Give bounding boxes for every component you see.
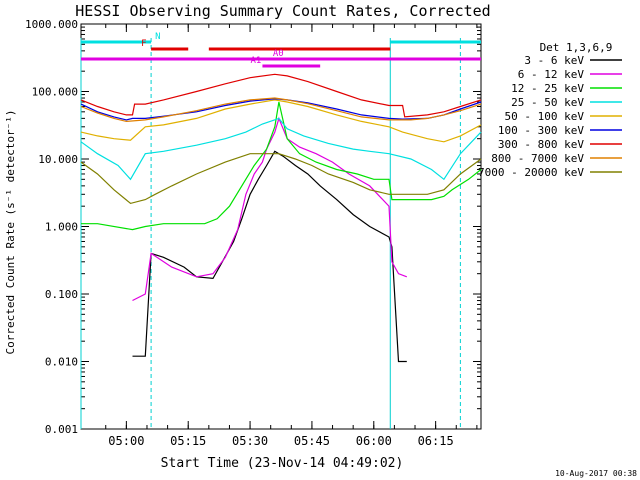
chart-title: HESSI Observing Summary Count Rates, Cor… [75,2,490,20]
legend-label: 25 - 50 keV [511,96,584,109]
flag-label-a1: A1 [250,56,261,66]
x-tick-label: 05:45 [294,434,330,448]
legend-label: 50 - 100 keV [505,110,585,123]
y-tick-label: 1.000 [45,221,78,234]
y-tick-label: 10.000 [38,153,78,166]
y-tick-label: 0.010 [45,356,78,369]
y-tick-label: 100.000 [32,86,78,99]
plot-area: 1000.000 100.000 10.000 1.000 0.100 0.010 0.00… [25,18,482,448]
legend-label: 3 - 6 keV [524,54,584,67]
flag-label-f: F [141,39,146,49]
legend-label: 100 - 300 keV [498,124,584,137]
footer-timestamp: 10-Aug-2017 00:38 [555,469,637,478]
series-line-8 [80,153,482,205]
x-tick-label: 06:15 [418,434,454,448]
legend-label: 7000 - 20000 keV [478,166,584,179]
series-line-2 [81,101,482,231]
legend-label: 12 - 25 keV [511,82,584,95]
y-tick-label: 1000.000 [25,18,78,31]
x-tick-label: 05:15 [170,434,206,448]
series-line-3 [80,117,482,181]
legend-label: 6 - 12 keV [518,68,585,81]
legend-label: 300 - 800 keV [498,138,584,151]
x-tick-label: 05:00 [108,434,144,448]
flag-label-n: N [155,32,160,42]
x-axis-label: Start Time (23-Nov-14 04:49:02) [161,456,404,471]
series-line-1 [132,116,408,302]
series-line-7 [80,97,482,123]
legend-label: 800 - 7000 keV [491,152,584,165]
plot-frame [80,23,482,430]
legend-title: Det 1,3,6,9 [540,41,613,54]
y-tick-label: 0.001 [45,423,78,436]
flag-label-a0: A0 [273,49,284,59]
series-line-0 [132,150,407,363]
x-tick-label: 06:00 [356,434,392,448]
y-tick-label: 0.100 [45,288,78,301]
series-line-4 [80,99,482,143]
x-tick-label: 05:30 [232,434,268,448]
y-axis-label: Corrected Count Rate (s⁻¹ detector⁻¹) [4,109,17,354]
series-line-6 [80,73,482,118]
